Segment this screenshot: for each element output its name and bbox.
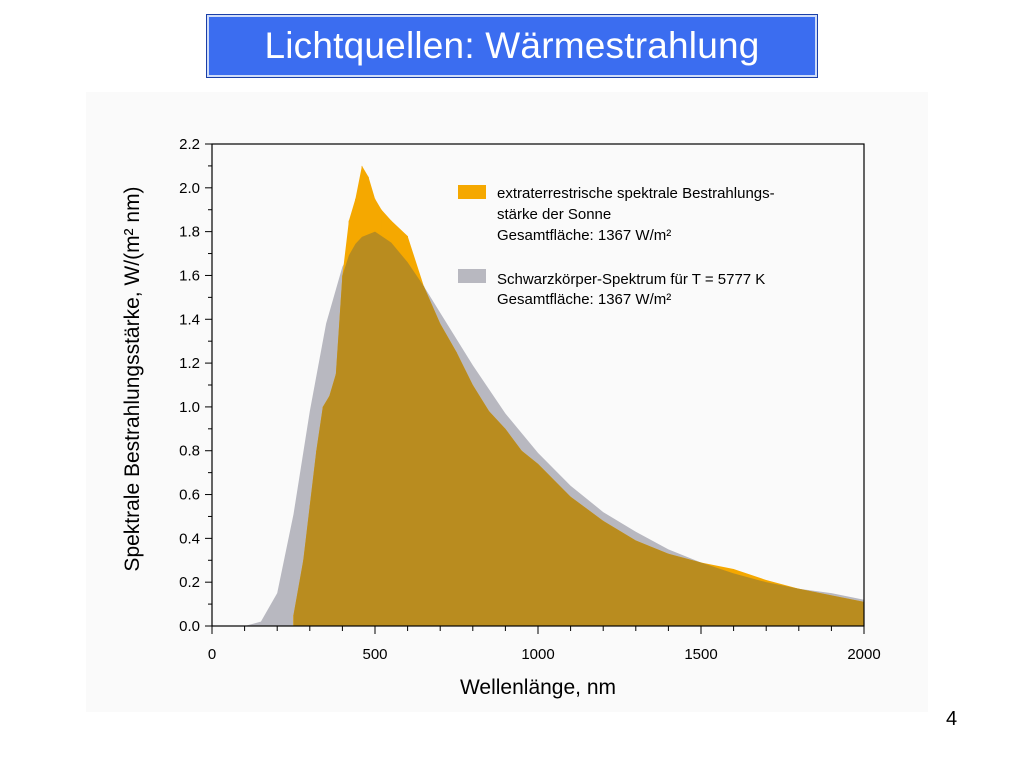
y-axis-label: Spektrale Bestrahlungsstärke, W/(m² nm) bbox=[121, 186, 144, 571]
y-tick-label: 1.4 bbox=[179, 311, 200, 328]
y-tick-label: 2.2 bbox=[179, 136, 200, 153]
legend-swatch-sun bbox=[458, 185, 486, 199]
legend-swatch-blackbody bbox=[458, 269, 486, 283]
y-tick-label: 1.2 bbox=[179, 355, 200, 372]
y-tick-label: 1.0 bbox=[179, 399, 200, 416]
legend-text: Gesamtfläche: 1367 W/m² bbox=[497, 291, 671, 308]
y-tick-label: 0.8 bbox=[179, 443, 200, 460]
y-tick-label: 0.6 bbox=[179, 487, 200, 504]
legend-text: extraterrestrische spektrale Bestrahlung… bbox=[497, 185, 775, 202]
legend-text: Schwarzkörper-Spektrum für T = 5777 K bbox=[497, 271, 765, 288]
y-tick-label: 0.0 bbox=[179, 618, 200, 635]
y-tick-label: 0.2 bbox=[179, 574, 200, 591]
x-axis-label: Wellenlänge, nm bbox=[460, 676, 616, 699]
x-tick-label: 500 bbox=[362, 646, 387, 663]
y-tick-label: 1.8 bbox=[179, 224, 200, 241]
x-tick-label: 1500 bbox=[684, 646, 717, 663]
legend-text: stärke der Sonne bbox=[497, 206, 611, 223]
slide-title-box: Lichtquellen: Wärmestrahlung bbox=[206, 14, 818, 78]
x-tick-label: 0 bbox=[208, 646, 216, 663]
x-tick-label: 1000 bbox=[521, 646, 554, 663]
series-overlap-area bbox=[293, 231, 864, 626]
y-tick-label: 2.0 bbox=[179, 180, 200, 197]
y-tick-label: 1.6 bbox=[179, 267, 200, 284]
y-tick-label: 0.4 bbox=[179, 530, 200, 547]
slide-title: Lichtquellen: Wärmestrahlung bbox=[264, 25, 760, 66]
page-number: 4 bbox=[946, 708, 958, 730]
x-tick-label: 2000 bbox=[847, 646, 880, 663]
legend-text: Gesamtfläche: 1367 W/m² bbox=[497, 227, 671, 244]
